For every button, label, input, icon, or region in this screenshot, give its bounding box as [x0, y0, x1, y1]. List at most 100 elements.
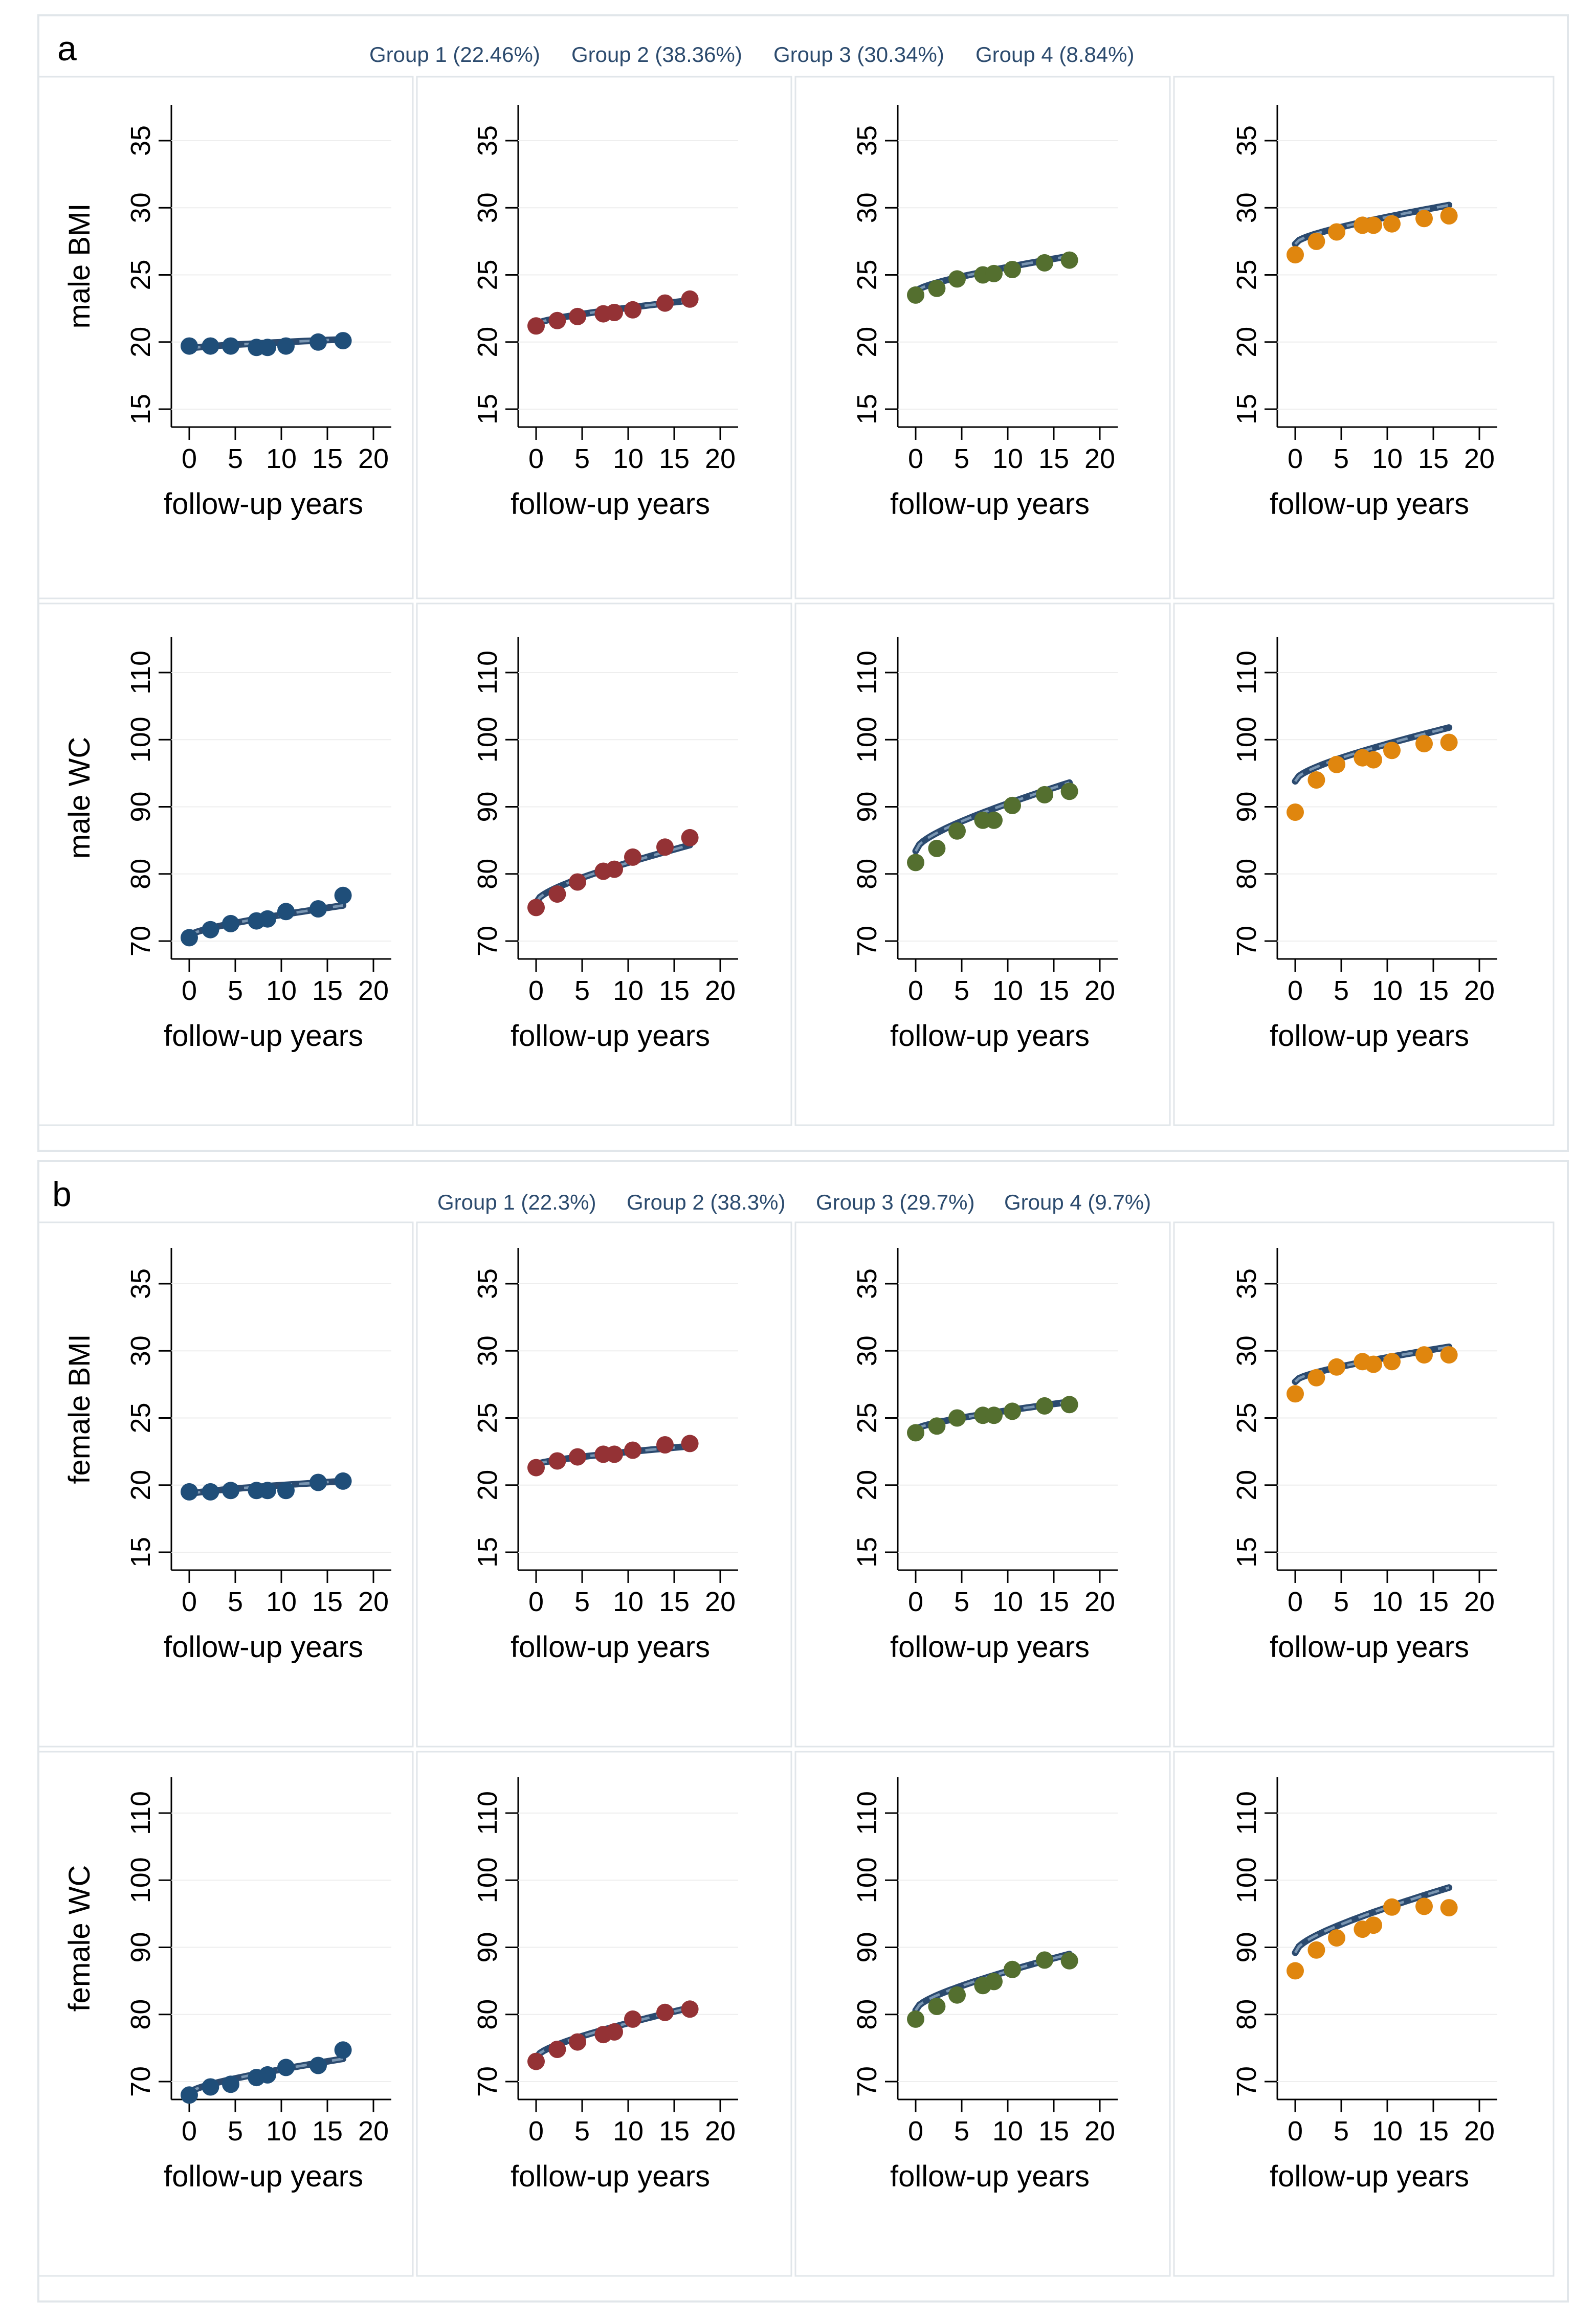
x-tick-label: 10: [266, 975, 297, 1006]
y-tick-label: 15: [125, 1537, 156, 1568]
panel-b-letter: b: [52, 1175, 72, 1214]
y-tick-label: 70: [125, 926, 156, 956]
data-point: [907, 2010, 924, 2028]
legend-item-group2: Group 2 (38.36%): [571, 42, 742, 66]
data-point: [1060, 1396, 1078, 1414]
data-point: [1307, 232, 1325, 250]
x-tick-label: 15: [659, 443, 690, 474]
data-point: [1383, 1898, 1401, 1916]
data-point: [1365, 216, 1382, 234]
y-tick-label: 25: [125, 1402, 156, 1433]
y-tick-label: 70: [852, 926, 882, 956]
x-tick-label: 5: [574, 1586, 590, 1617]
data-point: [569, 1448, 586, 1466]
data-point: [1287, 246, 1304, 264]
x-tick-label: 15: [659, 975, 690, 1006]
x-tick-label: 10: [266, 443, 297, 474]
fit-line-ci: [1294, 726, 1450, 783]
x-tick-label: 10: [992, 1586, 1023, 1617]
data-point: [527, 1459, 545, 1477]
x-tick-label: 10: [1372, 443, 1403, 474]
x-tick-label: 0: [528, 975, 544, 1006]
data-point: [681, 2000, 699, 2018]
data-point: [606, 2023, 623, 2041]
cell-border: [37, 602, 414, 1126]
data-point: [624, 848, 641, 866]
data-point: [624, 301, 641, 319]
data-point: [606, 860, 623, 878]
subplot-female-bmi-group1: 15 20 25 30 35 0 5 10 15 20 follow-up years female …: [63, 1248, 391, 1664]
data-point: [1383, 215, 1401, 233]
data-point: [1004, 1960, 1021, 1978]
panel-a-letter: a: [57, 29, 77, 68]
x-tick-label: 0: [182, 443, 197, 474]
subplot-female-wc-group2: 70 80 90 100 110 0 5 10 15 20 follow-up years: [472, 1777, 738, 2193]
y-tick-label: 35: [1231, 125, 1262, 156]
data-point: [259, 2066, 276, 2084]
x-tick-label: 15: [1038, 2116, 1069, 2147]
data-point: [1287, 1385, 1304, 1403]
y-tick-label: 90: [125, 1932, 156, 1962]
x-tick-label: 5: [228, 2116, 243, 2147]
y-tick-label: 20: [472, 327, 503, 357]
x-axis-label: follow-up years: [1270, 1630, 1469, 1664]
data-point: [985, 264, 1003, 282]
x-tick-label: 0: [908, 2116, 923, 2147]
y-tick-label: 30: [125, 192, 156, 223]
y-tick-label: 90: [1231, 791, 1262, 822]
x-axis-label: follow-up years: [164, 2160, 363, 2193]
x-tick-label: 5: [954, 1586, 969, 1617]
y-tick-label: 20: [1231, 1470, 1262, 1501]
x-tick-label: 10: [613, 2116, 644, 2147]
cell-border: [416, 1221, 792, 1748]
x-tick-label: 20: [705, 2116, 736, 2147]
x-axis-label: follow-up years: [164, 1630, 363, 1664]
data-point: [948, 270, 966, 288]
y-tick-label: 15: [1231, 394, 1262, 424]
y-tick-label: 25: [1231, 259, 1262, 290]
cell-border: [794, 76, 1171, 599]
x-axis-label: follow-up years: [511, 1019, 710, 1053]
x-tick-label: 0: [1288, 2116, 1303, 2147]
data-point: [1383, 742, 1401, 759]
y-tick-label: 35: [472, 1268, 503, 1299]
data-point: [1440, 1899, 1458, 1917]
x-axis-label: follow-up years: [890, 487, 1090, 521]
y-tick-label: 20: [472, 1470, 503, 1501]
cell-border: [1173, 1751, 1555, 2277]
x-tick-label: 0: [528, 1586, 544, 1617]
y-tick-label: 15: [472, 1537, 503, 1568]
x-tick-label: 20: [1084, 2116, 1115, 2147]
data-point: [1307, 1369, 1325, 1387]
data-point: [1415, 1897, 1433, 1915]
x-tick-label: 0: [1288, 975, 1303, 1006]
subplot-male-bmi-group1: 15 20 25 30 35 0 5 10 15 20 follow-up years male BM…: [63, 105, 391, 521]
data-point: [277, 2059, 295, 2076]
data-point: [334, 886, 352, 904]
x-tick-label: 0: [182, 2116, 197, 2147]
y-tick-label: 70: [852, 2066, 882, 2097]
y-tick-label: 30: [852, 1335, 882, 1366]
y-tick-label: 35: [1231, 1268, 1262, 1299]
data-point: [309, 2057, 327, 2074]
x-tick-label: 15: [1418, 443, 1449, 474]
data-point: [948, 822, 966, 840]
subplot-male-wc-group4: 70 80 90 100 110 0 5 10 15 20 follow-up years: [1231, 637, 1497, 1053]
data-point: [1036, 1951, 1053, 1969]
legend-item-group1: Group 1 (22.46%): [369, 42, 540, 66]
x-tick-label: 20: [1464, 2116, 1495, 2147]
cell-border: [37, 76, 414, 599]
x-tick-label: 20: [705, 975, 736, 1006]
y-tick-label: 30: [1231, 192, 1262, 223]
legend-item-group3: Group 3 (30.34%): [773, 42, 944, 66]
data-point: [548, 311, 566, 329]
data-point: [548, 2041, 566, 2058]
y-tick-label: 25: [472, 1402, 503, 1433]
data-point: [569, 307, 586, 325]
y-tick-label: 70: [472, 2066, 503, 2097]
data-point: [1365, 1355, 1382, 1373]
data-point: [548, 1452, 566, 1470]
data-point: [907, 1424, 924, 1442]
